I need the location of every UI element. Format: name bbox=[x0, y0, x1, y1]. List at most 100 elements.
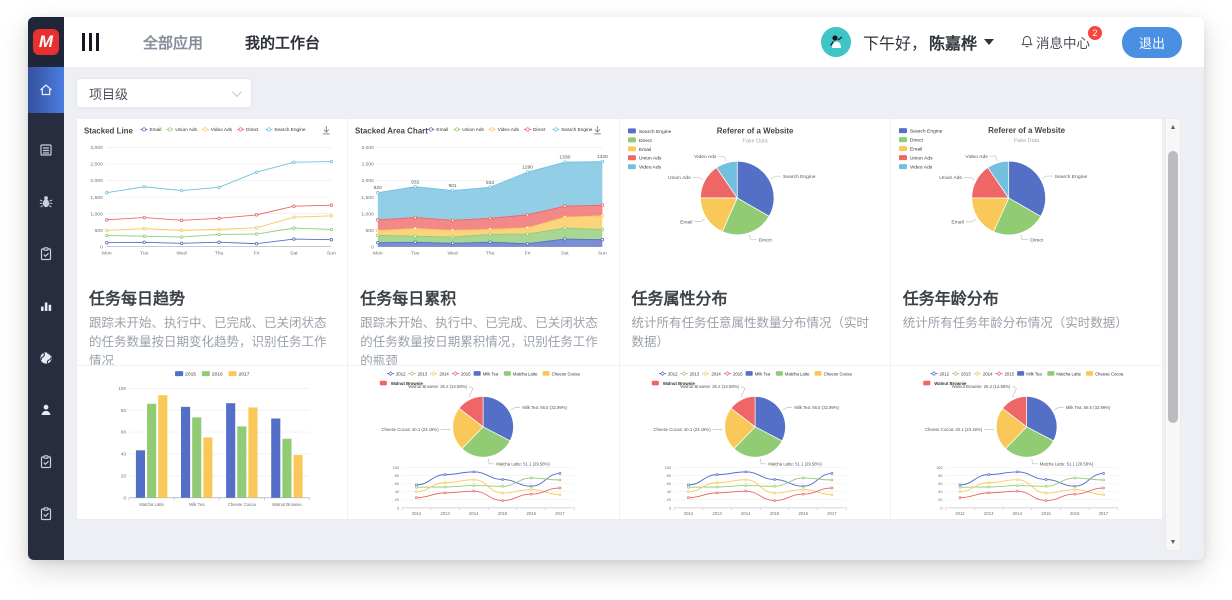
svg-text:Walnut Brownie: Walnut Brownie bbox=[662, 381, 695, 386]
svg-text:Thu: Thu bbox=[486, 251, 495, 257]
sidebar-item-home[interactable] bbox=[28, 67, 64, 113]
scrollbar-thumb[interactable] bbox=[1168, 151, 1178, 423]
message-center[interactable]: 消息中心 2 bbox=[1020, 26, 1104, 52]
svg-text:Cheese Cocoa: Cheese Cocoa bbox=[552, 371, 581, 376]
svg-text:1330: 1330 bbox=[560, 155, 571, 161]
svg-text:Search Engine: Search Engine bbox=[561, 127, 593, 133]
sidebar-item-global[interactable] bbox=[28, 332, 64, 384]
sidebar-item-tasks[interactable] bbox=[28, 228, 64, 280]
svg-text:2016: 2016 bbox=[212, 372, 223, 378]
svg-text:Milk Tea: Milk Tea bbox=[754, 371, 770, 376]
svg-text:Fri: Fri bbox=[254, 251, 260, 257]
svg-text:Fri: Fri bbox=[525, 251, 531, 257]
select-value: 项目级 bbox=[89, 86, 129, 102]
svg-text:Video Ads: Video Ads bbox=[638, 165, 661, 171]
svg-text:2013: 2013 bbox=[418, 371, 428, 376]
top-header: 全部应用 我的工作台 下午好， 陈嘉桦 消息中心 bbox=[64, 17, 1204, 67]
svg-text:100: 100 bbox=[664, 466, 670, 470]
svg-text:40: 40 bbox=[938, 490, 942, 494]
pie-chart[interactable]: Referer of a Website Fake Data Search Engi… bbox=[620, 119, 890, 271]
svg-text:934: 934 bbox=[486, 180, 495, 186]
svg-text:2,500: 2,500 bbox=[362, 162, 375, 168]
svg-text:2014: 2014 bbox=[711, 371, 721, 376]
sidebar-item-checklist-1[interactable] bbox=[28, 436, 64, 488]
svg-text:0: 0 bbox=[123, 495, 126, 500]
svg-text:Walnut Brownie: 25.2 (14.58%): Walnut Brownie: 25.2 (14.58%) bbox=[680, 384, 739, 389]
svg-text:Matcha Latte: Matcha Latte bbox=[139, 502, 164, 507]
pie-line-combo-chart[interactable]: 2012 2013 2014 2015 Milk Tea Matcha Latte Chee… bbox=[891, 366, 1162, 518]
svg-text:Union Ads: Union Ads bbox=[910, 156, 933, 162]
chevron-down-icon bbox=[231, 86, 242, 97]
svg-text:80: 80 bbox=[395, 474, 399, 478]
grouped-bar-chart[interactable]: 2015 2016 2017 0 20 40 60 80 100 Matcha Latte Milk… bbox=[77, 366, 347, 518]
svg-text:Milk Tea: Milk Tea bbox=[189, 502, 205, 507]
svg-text:2013: 2013 bbox=[689, 371, 699, 376]
svg-text:1320: 1320 bbox=[597, 154, 608, 160]
svg-text:2013: 2013 bbox=[961, 371, 971, 376]
svg-text:0: 0 bbox=[100, 244, 103, 250]
pie-line-combo-chart[interactable]: 2012 2013 2014 2015 Milk Tea Matcha Latte Chee… bbox=[620, 366, 890, 518]
bug-icon bbox=[38, 194, 54, 210]
scroll-up-arrow[interactable]: ▲ bbox=[1169, 123, 1177, 131]
svg-text:Video Ads: Video Ads bbox=[965, 154, 988, 160]
svg-text:Direct: Direct bbox=[910, 138, 924, 144]
svg-text:2015: 2015 bbox=[461, 371, 471, 376]
svg-text:60: 60 bbox=[938, 482, 942, 486]
chart-card-task-attribute-distribution: Referer of a Website Fake Data Search Engi… bbox=[619, 119, 891, 366]
svg-text:Fake Data: Fake Data bbox=[742, 138, 768, 144]
sidebar-item-checklist-2[interactable] bbox=[28, 488, 64, 540]
svg-text:2014: 2014 bbox=[469, 511, 479, 516]
chart-card-grouped-bar: 2015 2016 2017 0 20 40 60 80 100 Matcha Latte Milk… bbox=[77, 366, 349, 519]
card-title: 任务属性分布 bbox=[631, 291, 728, 308]
stacked-line-chart[interactable]: 0 500 1,000 1,500 2,000 2,500 3,000 Mon Tue Wed Th… bbox=[77, 119, 347, 271]
pie-chart[interactable]: Referer of a Website Fake Data Search Engi… bbox=[891, 119, 1162, 271]
svg-text:Union Ads: Union Ads bbox=[668, 175, 691, 181]
svg-text:0: 0 bbox=[940, 506, 942, 510]
app-window: M 全部应用 bbox=[28, 17, 1204, 560]
svg-text:2012: 2012 bbox=[683, 511, 693, 516]
svg-text:0: 0 bbox=[397, 506, 399, 510]
svg-text:Tue: Tue bbox=[411, 251, 420, 257]
menu-toggle-icon[interactable] bbox=[82, 33, 99, 51]
stacked-area-chart[interactable]: 0 500 1,000 1,500 2,000 2,500 3,000 Mon Tue Wed Th… bbox=[348, 119, 618, 271]
sidebar-item-documents[interactable] bbox=[28, 124, 64, 176]
svg-text:2015: 2015 bbox=[733, 371, 743, 376]
svg-text:Direct: Direct bbox=[1030, 237, 1044, 243]
chart-card-task-age-distribution: Referer of a Website Fake Data Search Engi… bbox=[890, 119, 1162, 366]
svg-text:Sun: Sun bbox=[327, 251, 336, 257]
clipboard-check-icon bbox=[38, 454, 54, 470]
chart-card-pie-line-combo-1: 2012 2013 2014 2015 Milk Tea Matcha Latte Chee… bbox=[348, 366, 620, 519]
svg-text:2015: 2015 bbox=[1041, 511, 1051, 516]
app-logo[interactable]: M bbox=[28, 17, 64, 67]
logout-button[interactable]: 退出 bbox=[1121, 26, 1182, 58]
chart-card-task-daily-trend: 0 500 1,000 1,500 2,000 2,500 3,000 Mon Tue Wed Th… bbox=[77, 119, 349, 366]
nav-item-my-workspace[interactable]: 我的工作台 bbox=[245, 34, 321, 52]
svg-text:Video Ads: Video Ads bbox=[498, 127, 520, 133]
sidebar-item-members[interactable] bbox=[28, 384, 64, 436]
svg-text:80: 80 bbox=[938, 474, 942, 478]
sidebar-item-bugs[interactable] bbox=[28, 176, 64, 228]
svg-text:2,000: 2,000 bbox=[90, 178, 103, 184]
project-level-select[interactable]: 项目级 bbox=[76, 78, 252, 108]
main-content: 项目级 0 500 1,000 1,500 2,000 2,500 3,000 Mon Tue W… bbox=[64, 67, 1204, 560]
user-avatar[interactable] bbox=[820, 27, 851, 57]
svg-text:Tue: Tue bbox=[140, 251, 149, 257]
vertical-scrollbar[interactable]: ▲ ▼ bbox=[1165, 118, 1181, 551]
svg-text:Email: Email bbox=[437, 127, 449, 133]
globe-icon bbox=[38, 350, 54, 366]
svg-text:Cheese Cocoa: Cheese Cocoa bbox=[1095, 371, 1124, 376]
svg-text:40: 40 bbox=[395, 490, 399, 494]
svg-text:60: 60 bbox=[666, 482, 670, 486]
svg-text:Direct: Direct bbox=[758, 237, 772, 243]
nav-item-all-apps[interactable]: 全部应用 bbox=[143, 34, 204, 52]
svg-text:100: 100 bbox=[393, 466, 399, 470]
svg-text:Matcha Latte: Matcha Latte bbox=[784, 371, 809, 376]
sidebar-item-reports[interactable] bbox=[28, 280, 64, 332]
svg-text:Matcha Latte: Matcha Latte bbox=[513, 371, 538, 376]
svg-text:2014: 2014 bbox=[741, 511, 751, 516]
svg-text:0: 0 bbox=[668, 506, 670, 510]
scroll-down-arrow[interactable]: ▼ bbox=[1169, 538, 1177, 546]
pie-line-combo-chart[interactable]: 2012 2013 2014 2015 Milk Tea Matcha Latte Chee… bbox=[348, 366, 618, 518]
user-greeting[interactable]: 下午好， 陈嘉桦 bbox=[863, 30, 994, 54]
svg-text:Union Ads: Union Ads bbox=[638, 156, 661, 162]
